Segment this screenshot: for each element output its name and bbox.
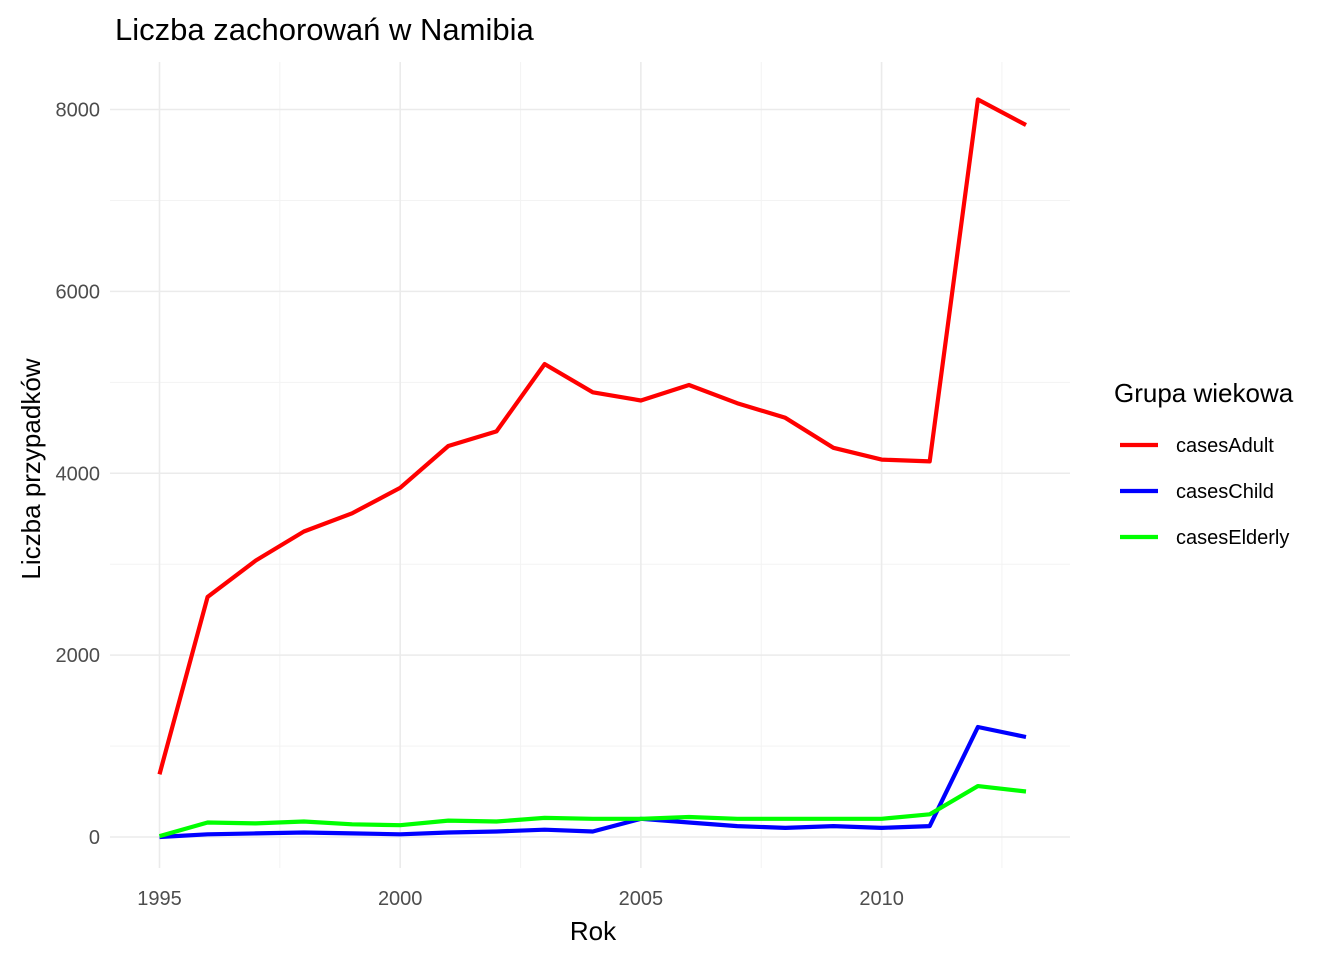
legend-label-casesAdult: casesAdult bbox=[1176, 435, 1274, 457]
plot-grid bbox=[110, 62, 1070, 868]
series-line-casesElderly bbox=[158, 783, 1027, 839]
series-line-casesAdult bbox=[157, 97, 1027, 775]
y-tick-label: 6000 bbox=[56, 281, 101, 303]
x-axis-ticks: 1995 2000 2005 2010 bbox=[137, 888, 904, 910]
legend: Grupa wiekowa casesAdult casesChild casesE… bbox=[1114, 378, 1294, 549]
y-axis-title: Liczba przypadków bbox=[16, 358, 46, 579]
x-axis-title: Rok bbox=[570, 916, 617, 946]
y-tick-label: 0 bbox=[89, 827, 100, 849]
x-tick-label: 2000 bbox=[378, 888, 423, 910]
x-tick-label: 1995 bbox=[137, 888, 182, 910]
legend-label-casesElderly: casesElderly bbox=[1176, 527, 1289, 549]
y-tick-label: 4000 bbox=[56, 463, 101, 485]
legend-items: casesAdult casesChild casesElderly bbox=[1120, 435, 1289, 549]
x-tick-label: 2005 bbox=[619, 888, 664, 910]
x-tick-label: 2010 bbox=[859, 888, 904, 910]
y-tick-label: 2000 bbox=[56, 645, 101, 667]
plot-series bbox=[157, 97, 1027, 840]
legend-title: Grupa wiekowa bbox=[1114, 378, 1294, 408]
y-tick-label: 8000 bbox=[56, 100, 101, 122]
y-axis-ticks: 0 2000 4000 6000 8000 bbox=[56, 100, 101, 850]
chart-title: Liczba zachorowań w Namibia bbox=[115, 12, 534, 47]
legend-label-casesChild: casesChild bbox=[1176, 481, 1274, 503]
series-line-casesChild bbox=[159, 724, 1027, 840]
